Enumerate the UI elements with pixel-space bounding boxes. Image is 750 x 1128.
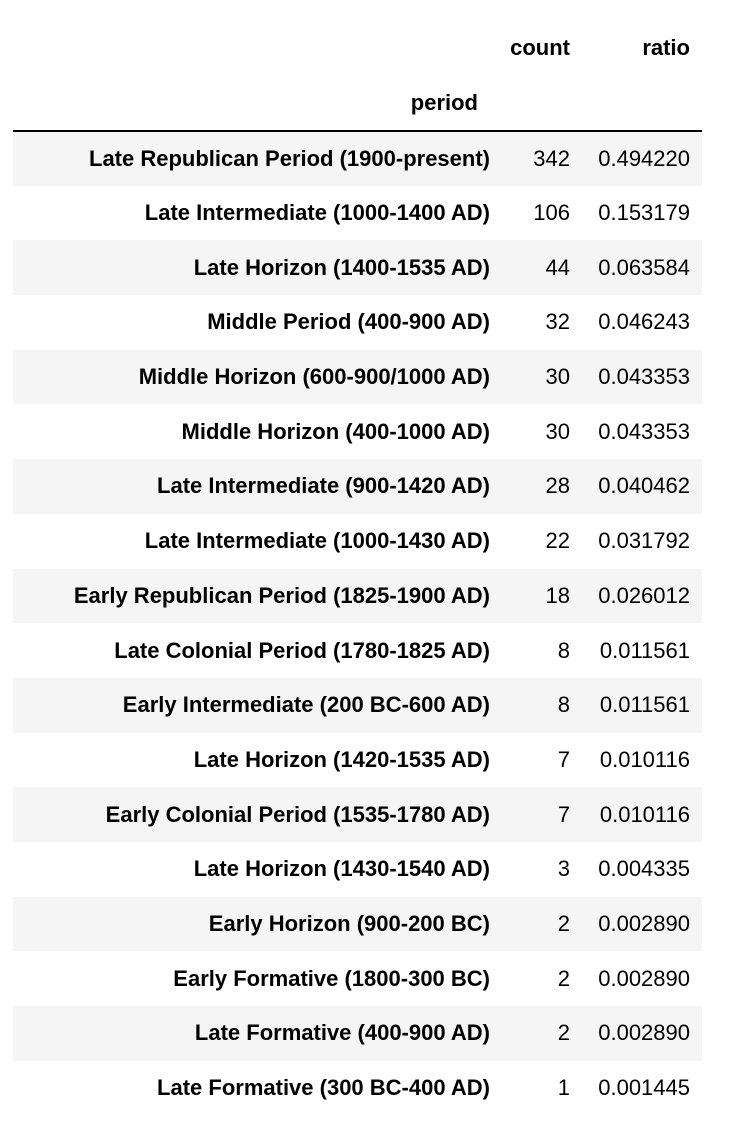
- cell-ratio: 0.046243: [598, 309, 690, 335]
- cell-count: 44: [545, 254, 570, 280]
- cell-ratio: 0.040462: [598, 473, 690, 499]
- row-index-period: Late Formative (300 BC-400 AD): [157, 1075, 490, 1101]
- row-index-period: Late Intermediate (1000-1430 AD): [144, 528, 490, 554]
- row-index-period: Late Republican Period (1900-present): [89, 145, 490, 171]
- cell-ratio: 0.063584: [598, 254, 690, 280]
- table-body: Late Republican Period (1900-present) 342…: [13, 131, 702, 1115]
- table-row: Middle Period (400-900 AD) 32 0.046243: [13, 295, 702, 350]
- table-row: Late Horizon (1430-1540 AD) 3 0.004335: [13, 842, 702, 897]
- table-row: Early Colonial Period (1535-1780 AD) 7 0.0…: [13, 787, 702, 842]
- cell-count: 30: [545, 364, 570, 390]
- index-name-header: period: [13, 75, 490, 132]
- row-index-period: Late Horizon (1400-1535 AD): [193, 254, 490, 280]
- row-index-period: Middle Horizon (600-900/1000 AD): [138, 364, 490, 390]
- table-row: Late Intermediate (1000-1400 AD) 106 0.153…: [13, 186, 702, 241]
- cell-ratio: 0.153179: [598, 200, 690, 226]
- table-row: Early Intermediate (200 BC-600 AD) 8 0.011…: [13, 677, 702, 733]
- cell-count: 2: [557, 1020, 570, 1046]
- cell-ratio: 0.043353: [598, 364, 690, 390]
- row-index-period: Early Intermediate (200 BC-600 AD): [122, 692, 490, 718]
- cell-count: 7: [557, 746, 570, 772]
- cell-count: 30: [545, 418, 570, 444]
- cell-ratio: 0.031792: [598, 528, 690, 554]
- row-index-period: Early Republican Period (1825-1900 AD): [73, 582, 490, 608]
- index-name-row: period: [13, 75, 702, 132]
- cell-count: 18: [545, 582, 570, 608]
- row-index-period: Late Horizon (1420-1535 AD): [193, 746, 490, 772]
- cell-count: 3: [557, 856, 570, 882]
- cell-count: 8: [557, 692, 570, 718]
- row-index-period: Late Intermediate (1000-1400 AD): [144, 200, 490, 226]
- cell-ratio: 0.001445: [598, 1075, 690, 1101]
- table-row: Early Horizon (900-200 BC) 2 0.002890: [13, 896, 702, 952]
- table-row: Late Republican Period (1900-present) 342…: [13, 131, 702, 186]
- cell-count: 22: [545, 528, 570, 554]
- table-row: Middle Horizon (400-1000 AD) 30 0.043353: [13, 404, 702, 459]
- cell-count: 2: [557, 910, 570, 936]
- index-name-blank-count: [490, 75, 582, 132]
- cell-count: 32: [545, 309, 570, 335]
- table-row: Late Horizon (1400-1535 AD) 44 0.063584: [13, 240, 702, 296]
- table-row: Late Formative (300 BC-400 AD) 1 0.001445: [13, 1061, 702, 1116]
- row-index-period: Late Intermediate (900-1420 AD): [157, 473, 490, 499]
- cell-ratio: 0.002890: [598, 965, 690, 991]
- table-row: Late Horizon (1420-1535 AD) 7 0.010116: [13, 733, 702, 788]
- table-row: Late Intermediate (900-1420 AD) 28 0.04046…: [13, 459, 702, 514]
- cell-ratio: 0.043353: [598, 418, 690, 444]
- cell-ratio: 0.494220: [598, 145, 690, 171]
- column-header-row: count ratio: [13, 20, 702, 75]
- table-row: Late Colonial Period (1780-1825 AD) 8 0.01…: [13, 623, 702, 678]
- row-index-period: Late Horizon (1430-1540 AD): [193, 856, 490, 882]
- cell-ratio: 0.011561: [599, 692, 690, 718]
- dataframe-output: count ratio period Late Republican Perio…: [13, 20, 702, 1115]
- cell-count: 7: [557, 801, 570, 827]
- index-name-blank-ratio: [582, 75, 702, 132]
- table-row: Late Formative (400-900 AD) 2 0.002890: [13, 1006, 702, 1061]
- row-index-period: Late Colonial Period (1780-1825 AD): [114, 637, 490, 663]
- table-row: Early Formative (1800-300 BC) 2 0.002890: [13, 951, 702, 1006]
- cell-ratio: 0.002890: [598, 910, 690, 936]
- cell-ratio: 0.002890: [598, 1020, 690, 1046]
- row-index-period: Early Colonial Period (1535-1780 AD): [105, 801, 490, 827]
- cell-count: 28: [545, 473, 570, 499]
- table-row: Late Intermediate (1000-1430 AD) 22 0.0317…: [13, 514, 702, 569]
- row-index-period: Middle Period (400-900 AD): [207, 309, 490, 335]
- cell-count: 1: [557, 1075, 570, 1101]
- cell-ratio: 0.010116: [599, 746, 690, 772]
- blank-corner-cell: [13, 20, 490, 75]
- table-header: count ratio period: [13, 20, 702, 132]
- cell-count: 2: [557, 965, 570, 991]
- table-row: Middle Horizon (600-900/1000 AD) 30 0.0433…: [13, 349, 702, 405]
- table-row: Early Republican Period (1825-1900 AD) 18…: [13, 568, 702, 624]
- column-header-ratio: ratio: [642, 34, 690, 60]
- row-index-period: Middle Horizon (400-1000 AD): [181, 418, 490, 444]
- cell-count: 8: [557, 637, 570, 663]
- cell-count: 106: [533, 200, 570, 226]
- row-index-period: Late Formative (400-900 AD): [194, 1020, 490, 1046]
- cell-ratio: 0.010116: [599, 801, 690, 827]
- cell-ratio: 0.011561: [599, 637, 690, 663]
- cell-ratio: 0.004335: [598, 856, 690, 882]
- cell-count: 342: [533, 145, 570, 171]
- row-index-period: Early Formative (1800-300 BC): [173, 965, 490, 991]
- cell-ratio: 0.026012: [598, 582, 690, 608]
- column-header-count: count: [510, 34, 570, 60]
- row-index-period: Early Horizon (900-200 BC): [208, 910, 490, 936]
- dataframe-table: count ratio period Late Republican Perio…: [13, 20, 702, 1115]
